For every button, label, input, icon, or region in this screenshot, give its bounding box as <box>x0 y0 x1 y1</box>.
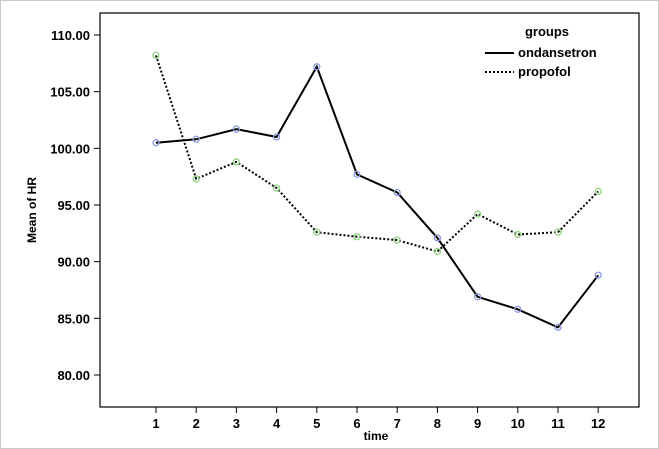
y-tick-label: 100.00 <box>50 141 90 156</box>
x-tick-label: 11 <box>551 416 565 431</box>
x-tick-label: 4 <box>273 416 281 431</box>
x-axis-title: time <box>364 429 389 443</box>
legend-label-propofol: propofol <box>518 64 571 79</box>
x-tick-label: 6 <box>353 416 360 431</box>
x-tick-label: 5 <box>313 416 320 431</box>
y-tick-label: 110.00 <box>51 28 90 43</box>
x-tick-label: 3 <box>233 416 240 431</box>
y-axis-title: Mean of HR <box>25 177 39 243</box>
y-tick-label: 105.00 <box>50 85 90 100</box>
x-tick-label: 8 <box>434 416 441 431</box>
x-tick-label: 2 <box>193 416 200 431</box>
y-tick-label: 90.00 <box>57 255 90 270</box>
x-tick-label: 7 <box>394 416 401 431</box>
y-tick-label: 85.00 <box>57 311 90 326</box>
x-tick-label: 10 <box>511 416 525 431</box>
legend-label-ondansetron: ondansetron <box>518 45 597 60</box>
x-tick-label: 1 <box>152 416 159 431</box>
x-tick-label: 12 <box>591 416 605 431</box>
y-tick-label: 80.00 <box>57 368 90 383</box>
x-tick-label: 9 <box>474 416 481 431</box>
legend-title: groups <box>525 24 569 39</box>
y-tick-label: 95.00 <box>57 198 90 213</box>
